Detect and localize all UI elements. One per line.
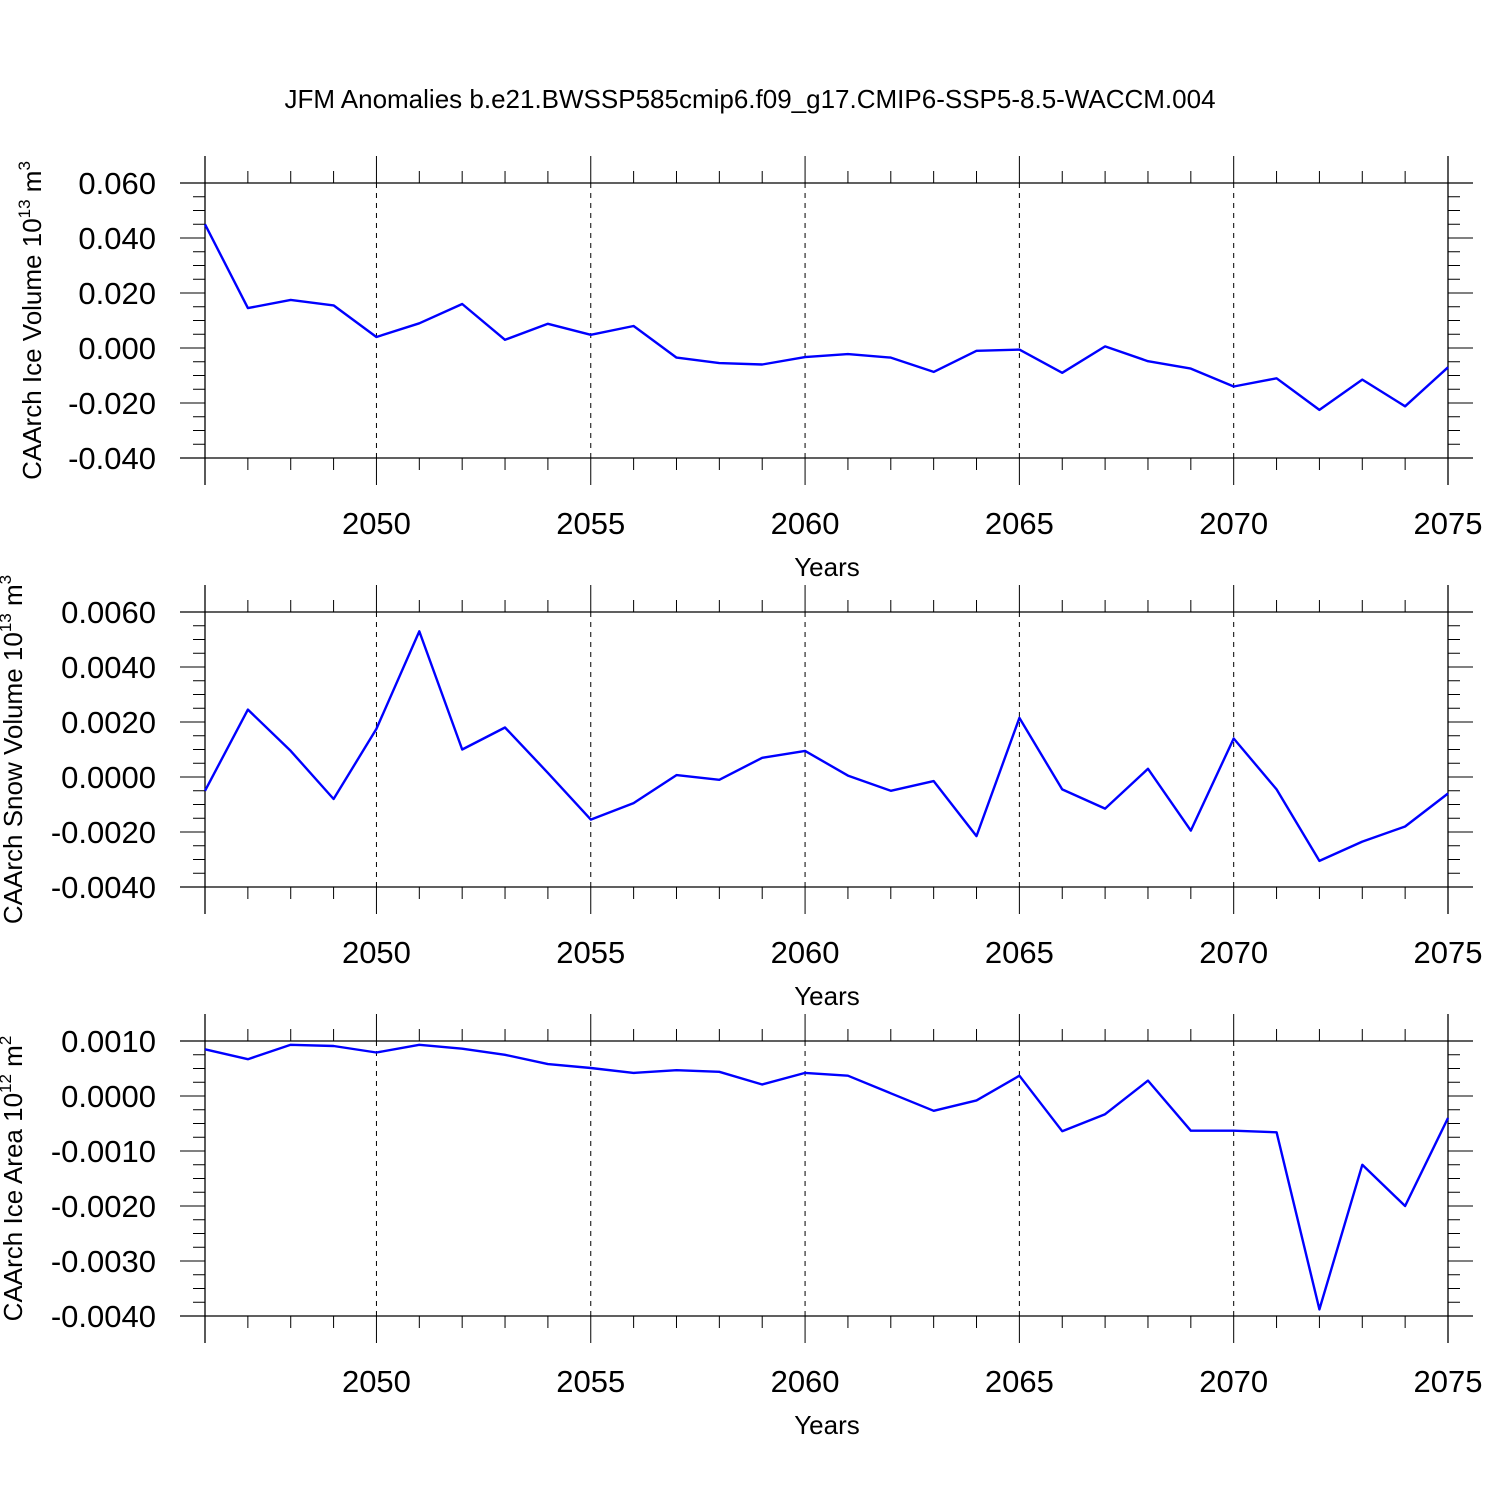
panel-3-ytick-label: -0.0020	[51, 1189, 156, 1224]
panel-2-xtick-label: 2060	[771, 935, 840, 970]
panel-1-ytick-label: -0.040	[68, 441, 156, 476]
panel-1-xlabel: Years	[794, 552, 860, 582]
panel-3-xtick-label: 2055	[556, 1364, 625, 1399]
panel-3-xtick-label: 2060	[771, 1364, 840, 1399]
panel-1-xtick-label: 2050	[342, 506, 411, 541]
panel-2-xtick-label: 2075	[1414, 935, 1483, 970]
panel-1-xtick-label: 2070	[1199, 506, 1268, 541]
panel-2-xtick-label: 2065	[985, 935, 1054, 970]
panel-2-ytick-label: 0.0020	[61, 705, 156, 740]
panel-3-series-line	[204, 1043, 1450, 1311]
panel-3-xtick-label: 2070	[1199, 1364, 1268, 1399]
panel-2-xlabel: Years	[794, 981, 860, 1011]
panel-1-ytick-label: 0.000	[78, 331, 156, 366]
panel-1-ytick-label: -0.020	[68, 386, 156, 421]
panel-2-xtick-label: 2070	[1199, 935, 1268, 970]
panel-1-xtick-label: 2055	[556, 506, 625, 541]
panel-3-ytick-label: -0.0040	[51, 1299, 156, 1334]
panel-2-ytick-label: -0.0040	[51, 870, 156, 905]
panel-1-xtick-label: 2060	[771, 506, 840, 541]
panel-1-ytick-label: 0.020	[78, 276, 156, 311]
panel-2-ylabel: CAArch Snow Volume 1013 m3	[0, 575, 28, 924]
panel-1-ylabel: CAArch Ice Volume 1013 m3	[15, 161, 47, 480]
panel-2-xtick-label: 2050	[342, 935, 411, 970]
panel-2-xtick-label: 2055	[556, 935, 625, 970]
panel-3-ytick-label: -0.0030	[51, 1244, 156, 1279]
panel-3-ytick-label: 0.0000	[61, 1079, 156, 1114]
panel-3-ytick-label: 0.0010	[61, 1024, 156, 1059]
panel-3-ytick-label: -0.0010	[51, 1134, 156, 1169]
panel-3-xtick-label: 2075	[1414, 1364, 1483, 1399]
panel-2-ytick-label: 0.0040	[61, 650, 156, 685]
panel-3-xtick-label: 2050	[342, 1364, 411, 1399]
panel-2-ytick-label: 0.0060	[61, 595, 156, 630]
panel-1-xtick-label: 2065	[985, 506, 1054, 541]
panel-3-xtick-label: 2065	[985, 1364, 1054, 1399]
panel-3-xlabel: Years	[794, 1410, 860, 1440]
panel-2-series-line	[203, 630, 1449, 863]
panel-1-series-line	[203, 223, 1449, 412]
panel-2-ytick-label: -0.0020	[51, 815, 156, 850]
chart-title: JFM Anomalies b.e21.BWSSP585cmip6.f09_g1…	[284, 84, 1216, 114]
panel-1-xtick-label: 2075	[1414, 506, 1483, 541]
panel-1-ytick-label: 0.060	[78, 166, 156, 201]
panel-2-ytick-label: 0.0000	[61, 760, 156, 795]
panel-1-ytick-label: 0.040	[78, 221, 156, 256]
panel-3-ylabel: CAArch Ice Area 1012 m2	[0, 1036, 28, 1322]
